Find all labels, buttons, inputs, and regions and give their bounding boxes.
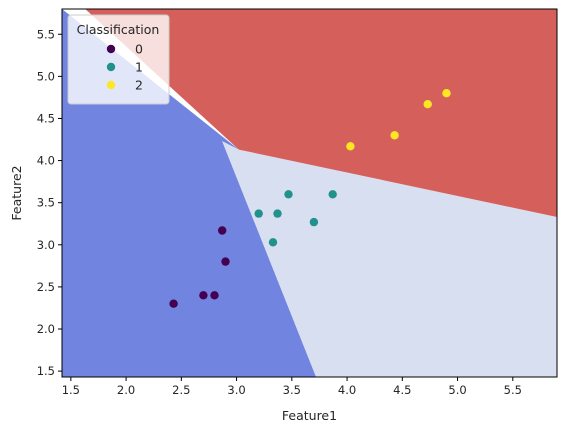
legend-marker-1 [106,62,116,72]
data-point-class-1 [273,209,282,218]
data-point-class-2 [423,100,432,109]
legend-label-2: 2 [135,78,143,93]
x-tick-label: 4.0 [338,383,356,397]
data-point-class-2 [442,89,451,98]
y-tick-label: 3.5 [37,196,55,210]
data-point-class-1 [254,209,263,218]
legend-label-1: 1 [135,60,143,75]
legend-entries: 0 1 2 [106,42,143,93]
y-tick-label: 2.0 [37,322,55,336]
x-tick-label: 2.5 [172,383,190,397]
x-tick-label: 4.5 [393,383,411,397]
y-axis-label: Feature2 [9,165,24,220]
plot-frame [61,8,558,378]
x-tick-label: 2.0 [117,383,135,397]
y-tick-label: 1.5 [37,364,55,378]
data-points [169,89,451,308]
y-axis-ticks: 1.5 2.0 2.5 3.0 3.5 4.0 4.5 5.0 5.5 [37,27,62,378]
data-point-class-0 [199,291,208,300]
data-point-class-1 [268,238,278,247]
legend: Classification 0 1 2 [67,14,170,105]
data-point-class-0 [218,226,227,235]
x-axis-ticks: 1.5 2.0 2.5 3.0 3.5 4.0 4.5 5.0 5.5 [62,377,522,397]
y-tick-label: 2.5 [37,280,55,294]
y-tick-label: 5.5 [37,27,55,41]
y-tick-label: 4.0 [37,154,55,168]
legend-title: Classification [77,22,160,37]
legend-label-0: 0 [135,42,143,57]
region-class-2 [85,9,557,217]
x-tick-label: 3.0 [227,383,245,397]
data-point-class-0 [169,299,178,308]
legend-box [67,14,170,105]
data-point-class-0 [210,291,219,300]
x-tick-label: 1.5 [62,383,80,397]
y-tick-label: 4.5 [37,111,55,125]
region-class-1 [222,141,557,377]
x-tick-label: 5.5 [504,383,522,397]
x-axis-label: Feature1 [282,408,337,423]
y-tick-label: 5.0 [37,69,55,83]
legend-marker-2 [106,80,116,90]
data-point-class-2 [346,142,355,151]
data-point-class-1 [309,217,319,227]
x-tick-label: 5.0 [448,383,466,397]
legend-marker-0 [106,44,116,54]
data-point-class-0 [221,257,230,266]
data-point-class-1 [284,190,293,199]
data-point-class-2 [390,131,399,140]
data-point-class-1 [328,190,337,199]
x-tick-label: 3.5 [283,383,301,397]
y-tick-label: 3.0 [37,238,55,252]
